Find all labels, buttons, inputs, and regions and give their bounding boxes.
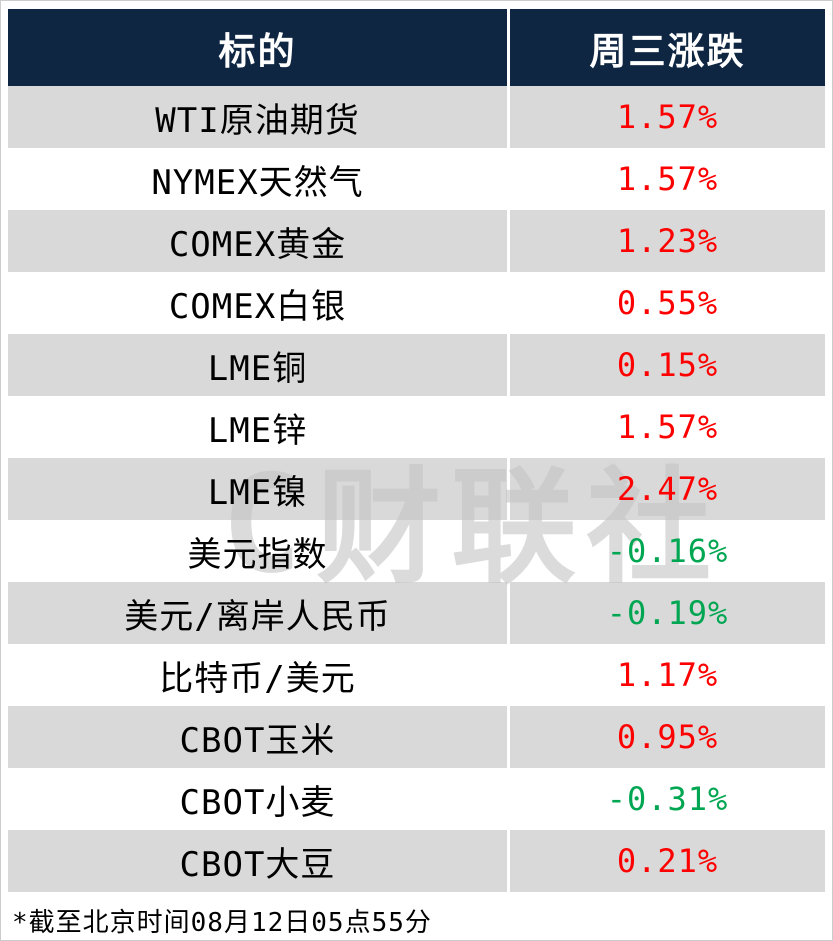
table-row: WTI原油期货 1.57% [8,86,825,148]
instrument-name: LME镍 [8,458,510,520]
instrument-name: COMEX黄金 [8,210,510,272]
header-change: 周三涨跌 [510,9,825,86]
table-row: CBOT大豆 0.21% [8,830,825,892]
instrument-name: 美元/离岸人民币 [8,582,510,644]
table-row: 比特币/美元 1.17% [8,644,825,706]
change-value: -0.16% [606,532,729,570]
instrument-name: WTI原油期货 [8,86,510,148]
header-target-label: 标的 [218,29,297,73]
change-value: 1.57% [616,98,719,136]
instrument-name: CBOT小麦 [8,768,510,830]
change-value: 1.57% [616,160,719,198]
change-value: 1.57% [616,408,719,446]
table-row: COMEX黄金 1.23% [8,210,825,272]
table-row: LME铜 0.15% [8,334,825,396]
instrument-name: LME锌 [8,396,510,458]
market-table: 标的 周三涨跌 WTI原油期货 1.57% NYMEX天然气 1.57% COM… [8,9,825,892]
table-row: 美元/离岸人民币 -0.19% [8,582,825,644]
header-change-label: 周三涨跌 [589,29,746,73]
instrument-name: NYMEX天然气 [8,148,510,210]
table-row: LME锌 1.57% [8,396,825,458]
change-value: 2.47% [616,470,719,508]
change-value: 0.21% [616,842,719,880]
change-value: 0.15% [616,346,719,384]
change-value: 1.17% [616,656,719,694]
table-row: COMEX白银 0.55% [8,272,825,334]
table-row: NYMEX天然气 1.57% [8,148,825,210]
instrument-name: CBOT玉米 [8,706,510,768]
instrument-name: LME铜 [8,334,510,396]
instrument-name: 美元指数 [8,520,510,582]
table-row: CBOT玉米 0.95% [8,706,825,768]
header-target: 标的 [8,9,510,86]
table-row: CBOT小麦 -0.31% [8,768,825,830]
instrument-name: COMEX白银 [8,272,510,334]
table-row: LME镍 2.47% [8,458,825,520]
change-value: 0.55% [616,284,719,322]
change-value: 0.95% [616,718,719,756]
change-value: -0.19% [606,594,729,632]
instrument-name: CBOT大豆 [8,830,510,892]
change-value: 1.23% [616,222,719,260]
change-value: -0.31% [606,780,729,818]
timestamp-footnote: *截至北京时间08月12日05点55分 [12,908,432,938]
table-header-row: 标的 周三涨跌 [8,9,825,86]
instrument-name: 比特币/美元 [8,644,510,706]
table-row: 美元指数 -0.16% [8,520,825,582]
